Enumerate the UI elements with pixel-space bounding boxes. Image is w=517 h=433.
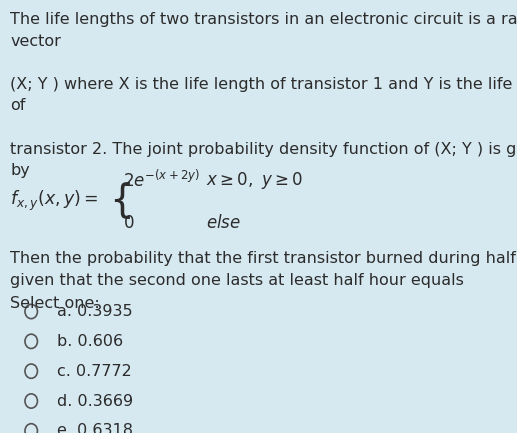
Text: b. 0.606: b. 0.606 — [57, 334, 124, 349]
Text: d. 0.3669: d. 0.3669 — [57, 394, 133, 408]
Text: $x \geq 0,\ y \geq 0$: $x \geq 0,\ y \geq 0$ — [206, 170, 303, 191]
Text: $\{$: $\{$ — [109, 181, 131, 221]
Text: e. 0.6318: e. 0.6318 — [57, 423, 133, 433]
Text: a. 0.3935: a. 0.3935 — [57, 304, 133, 319]
Text: Then the probability that the first transistor burned during half hour
given tha: Then the probability that the first tran… — [10, 252, 517, 288]
Text: $else$: $else$ — [206, 214, 241, 232]
Text: $2e^{-(x+2y)}$: $2e^{-(x+2y)}$ — [123, 170, 200, 191]
Text: The life lengths of two transistors in an electronic circuit is a random
vector
: The life lengths of two transistors in a… — [10, 12, 517, 178]
Text: $0$: $0$ — [123, 214, 134, 232]
Text: $f_{x,y}(x,y) = $: $f_{x,y}(x,y) = $ — [10, 189, 99, 213]
Text: c. 0.7772: c. 0.7772 — [57, 364, 132, 379]
Text: Select one:: Select one: — [10, 296, 100, 311]
